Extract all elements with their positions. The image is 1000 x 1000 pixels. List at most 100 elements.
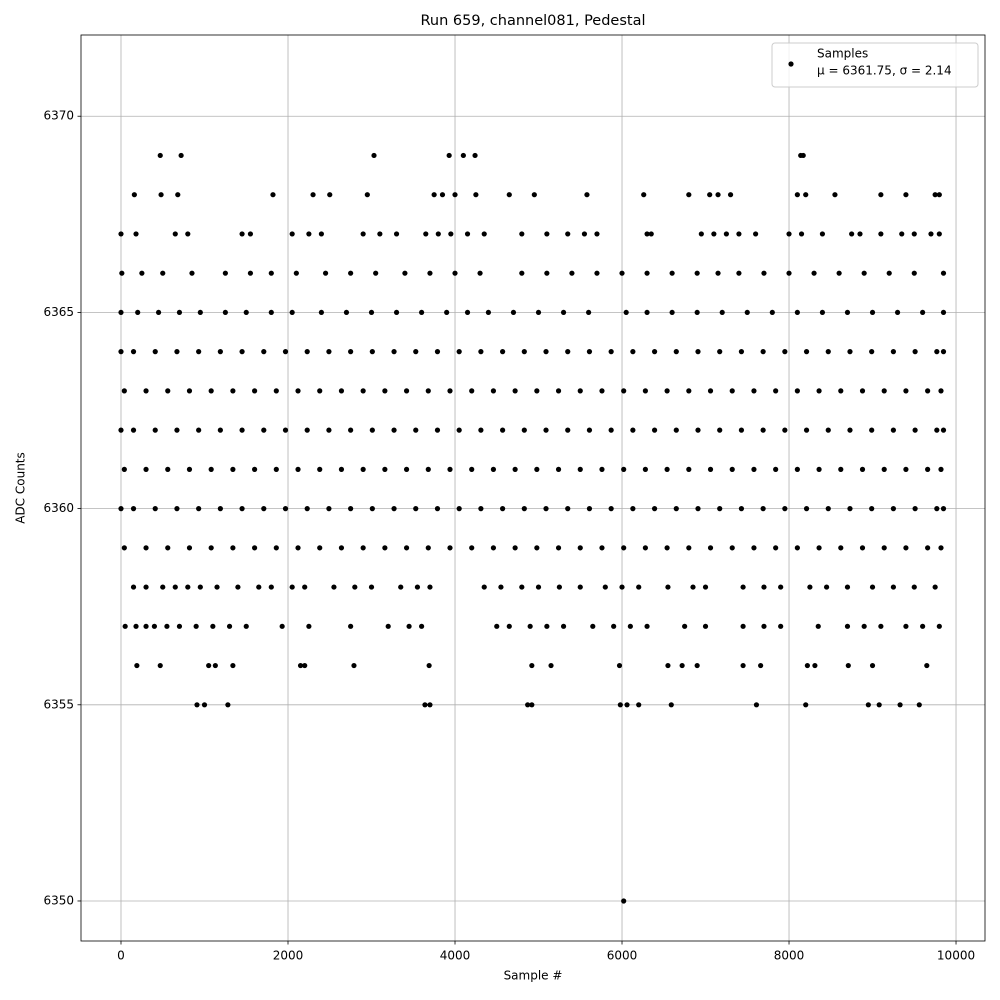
point xyxy=(152,349,158,355)
point xyxy=(118,309,124,316)
point xyxy=(599,388,605,394)
point xyxy=(122,623,128,629)
point xyxy=(738,505,745,512)
point xyxy=(403,466,410,472)
point xyxy=(686,388,692,394)
point xyxy=(819,231,826,237)
point xyxy=(295,466,301,472)
point xyxy=(510,309,517,316)
point xyxy=(317,545,323,551)
point xyxy=(664,545,670,551)
point xyxy=(847,505,853,512)
point xyxy=(472,152,478,159)
point xyxy=(903,623,909,629)
point xyxy=(758,662,764,669)
point xyxy=(686,466,692,472)
point xyxy=(143,623,149,629)
point xyxy=(512,545,518,551)
point xyxy=(920,309,926,316)
point xyxy=(143,388,149,394)
point xyxy=(924,662,930,669)
point xyxy=(369,349,375,355)
point xyxy=(385,623,391,629)
point xyxy=(273,466,279,472)
point xyxy=(740,662,746,669)
point xyxy=(157,152,163,159)
point xyxy=(761,270,767,276)
point xyxy=(186,466,193,472)
point xyxy=(456,349,462,355)
point xyxy=(302,662,308,669)
point xyxy=(555,388,562,394)
point xyxy=(152,427,158,433)
series xyxy=(118,152,947,904)
point xyxy=(185,231,191,237)
point xyxy=(555,466,562,472)
point xyxy=(807,584,813,590)
point xyxy=(544,231,550,237)
point xyxy=(586,349,593,355)
point xyxy=(239,349,245,355)
point xyxy=(925,466,931,472)
point xyxy=(717,505,723,512)
point xyxy=(235,584,241,590)
point xyxy=(865,702,871,708)
point xyxy=(338,466,345,472)
point xyxy=(121,545,127,551)
point xyxy=(543,427,549,433)
point xyxy=(478,427,484,433)
point xyxy=(317,466,323,472)
point xyxy=(393,309,400,316)
point xyxy=(736,231,742,237)
x-tick-label: 2000 xyxy=(273,949,304,963)
point xyxy=(642,388,648,394)
point xyxy=(925,388,931,394)
point xyxy=(890,505,896,512)
point xyxy=(803,349,810,355)
point xyxy=(847,427,853,433)
point xyxy=(878,623,884,629)
point xyxy=(803,702,809,708)
point xyxy=(398,584,404,590)
point xyxy=(133,623,139,629)
point xyxy=(230,545,236,551)
point xyxy=(886,270,892,276)
point xyxy=(494,623,500,629)
point xyxy=(599,545,605,551)
point xyxy=(525,702,531,708)
point xyxy=(778,623,784,629)
point xyxy=(630,505,636,512)
point xyxy=(174,349,180,355)
point xyxy=(447,388,453,394)
point xyxy=(189,270,195,276)
point xyxy=(382,545,388,551)
point xyxy=(402,270,408,276)
point xyxy=(174,505,180,512)
point xyxy=(560,623,567,629)
point xyxy=(794,545,800,551)
point xyxy=(590,623,596,629)
point xyxy=(327,192,333,198)
point xyxy=(529,702,535,708)
point xyxy=(447,466,453,472)
point xyxy=(460,152,466,159)
point xyxy=(800,152,806,159)
point xyxy=(753,231,759,237)
point xyxy=(912,349,918,355)
point xyxy=(644,623,650,629)
point xyxy=(845,662,851,669)
point xyxy=(738,427,745,433)
point xyxy=(268,309,274,316)
point xyxy=(642,545,648,551)
point xyxy=(425,388,431,394)
point xyxy=(427,702,433,708)
point xyxy=(368,309,375,316)
point xyxy=(861,623,867,629)
point xyxy=(586,505,593,512)
point xyxy=(844,584,851,590)
point xyxy=(217,349,223,355)
point xyxy=(222,309,228,316)
point xyxy=(185,584,191,590)
point xyxy=(932,584,938,590)
point xyxy=(881,545,887,551)
